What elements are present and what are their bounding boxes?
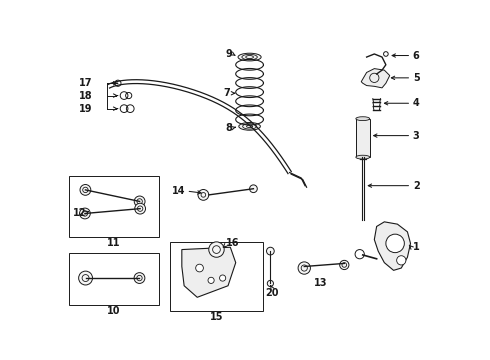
Text: 10: 10: [107, 306, 121, 316]
Bar: [69, 253, 159, 305]
Polygon shape: [361, 69, 390, 88]
Text: 5: 5: [413, 73, 419, 83]
Text: 18: 18: [79, 91, 93, 100]
Circle shape: [134, 273, 145, 283]
Circle shape: [249, 185, 257, 193]
Circle shape: [209, 242, 224, 257]
Text: 3: 3: [413, 131, 419, 141]
Circle shape: [135, 203, 146, 214]
Text: 14: 14: [172, 186, 186, 196]
Bar: [356, 119, 370, 157]
Circle shape: [340, 260, 349, 270]
Text: 19: 19: [79, 104, 92, 114]
Ellipse shape: [239, 122, 260, 130]
Text: 9: 9: [225, 49, 232, 59]
Ellipse shape: [356, 117, 370, 121]
Text: 1: 1: [413, 242, 419, 252]
Ellipse shape: [356, 155, 370, 159]
Text: 6: 6: [413, 50, 419, 60]
Circle shape: [208, 277, 214, 283]
Text: 13: 13: [314, 278, 327, 288]
Circle shape: [268, 280, 273, 287]
Circle shape: [198, 189, 209, 200]
Circle shape: [134, 196, 145, 207]
Circle shape: [79, 208, 90, 219]
Circle shape: [298, 262, 311, 274]
Text: 7: 7: [223, 88, 230, 98]
Text: 8: 8: [225, 123, 232, 133]
Text: 12: 12: [73, 208, 86, 217]
Text: 11: 11: [107, 238, 121, 248]
Polygon shape: [182, 247, 236, 297]
Circle shape: [196, 264, 203, 272]
Text: 15: 15: [210, 312, 223, 322]
Text: 2: 2: [413, 181, 419, 191]
Text: 16: 16: [226, 238, 239, 248]
Text: 17: 17: [79, 78, 92, 88]
Circle shape: [78, 271, 93, 285]
Circle shape: [267, 247, 274, 255]
Circle shape: [80, 185, 91, 195]
Circle shape: [386, 234, 404, 253]
Bar: [171, 242, 263, 311]
Text: 20: 20: [265, 288, 279, 298]
Ellipse shape: [238, 53, 261, 61]
Circle shape: [220, 275, 226, 281]
Circle shape: [397, 256, 406, 265]
Bar: [69, 176, 159, 237]
Text: 4: 4: [413, 98, 419, 108]
Polygon shape: [374, 222, 411, 270]
